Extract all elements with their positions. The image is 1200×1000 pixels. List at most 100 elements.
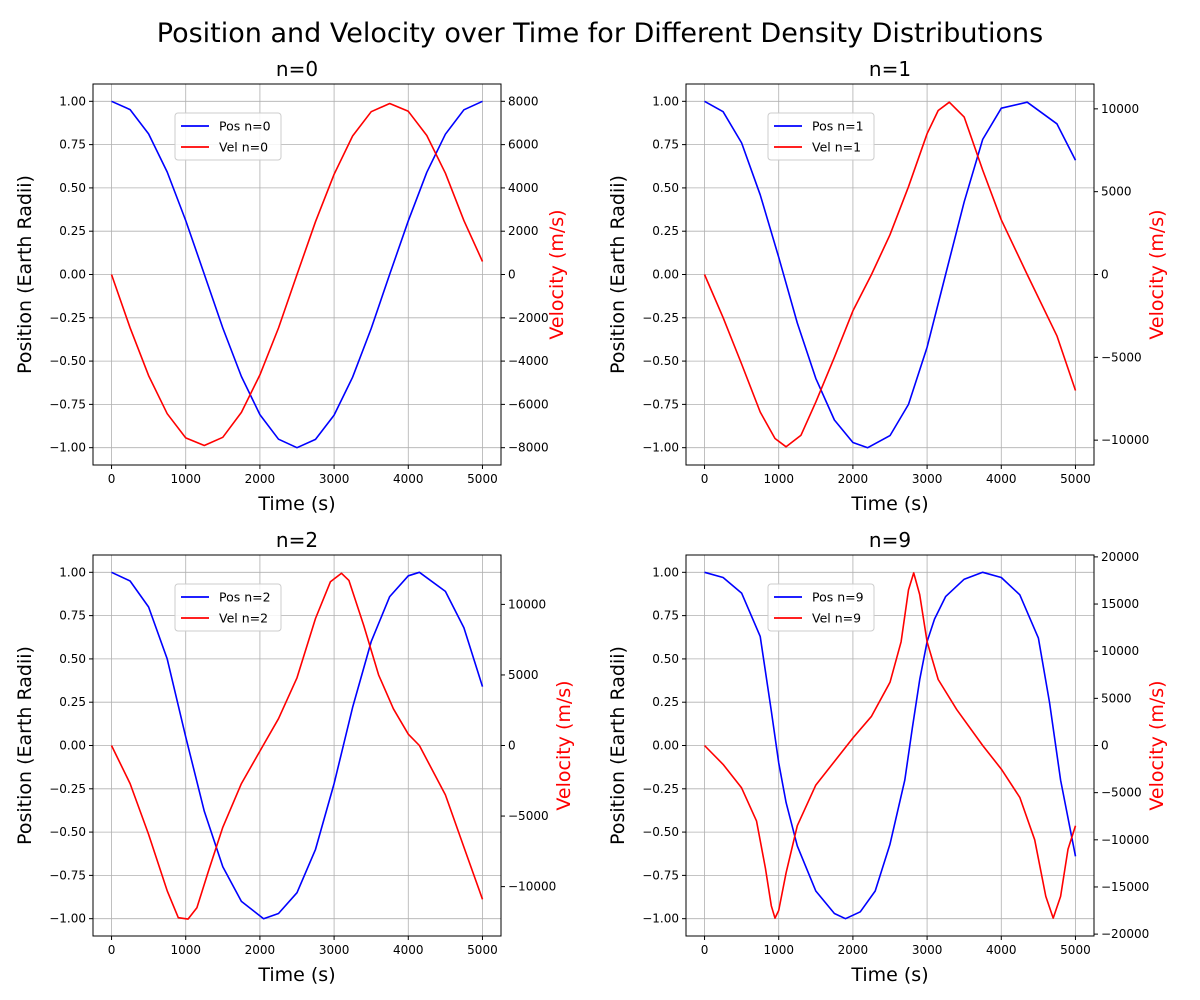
y-tick-label-left: −0.25 [642, 782, 679, 796]
legend-box [767, 583, 875, 632]
y-tick-label-left: −0.50 [642, 825, 679, 839]
y-tick-label-left: 1.00 [652, 565, 679, 579]
y-tick-label-left: −1.00 [49, 912, 86, 926]
y-tick-label-left: −0.75 [49, 397, 86, 411]
subplot-title: n=0 [276, 57, 318, 81]
y-tick-label-right: 5000 [1101, 691, 1132, 705]
y-tick-label-left: −0.75 [642, 397, 679, 411]
y-tick-label-right: 15000 [1101, 597, 1139, 611]
x-tick-label: 0 [701, 472, 709, 486]
x-tick-label: 4000 [393, 472, 424, 486]
x-tick-label: 2000 [838, 943, 869, 957]
y-tick-label-right: 0 [508, 268, 516, 282]
position-series-line [111, 100, 483, 449]
y-tick-label-right: −5000 [1101, 350, 1142, 364]
x-tick-label: 1000 [170, 943, 201, 957]
x-tick-label: 3000 [319, 472, 350, 486]
y-tick-label-left: 0.00 [59, 739, 86, 753]
x-tick-label: 1000 [170, 472, 201, 486]
x-tick-label: 0 [701, 943, 709, 957]
y-tick-label-right: −6000 [508, 397, 549, 411]
y-tick-label-left: 0.25 [652, 224, 679, 238]
x-tick-label: 4000 [393, 943, 424, 957]
y-tick-label-right: −5000 [508, 809, 549, 823]
x-tick-label: 0 [108, 943, 116, 957]
x-tick-label: 5000 [1060, 472, 1091, 486]
position-series-line [111, 571, 484, 920]
y-tick-label-left: −0.25 [49, 782, 86, 796]
y-tick-label-left: 1.00 [652, 94, 679, 108]
legend-label: Pos n=0 [219, 119, 271, 134]
position-series-line [704, 571, 1077, 920]
y-tick-label-left: −0.75 [642, 868, 679, 882]
legend-label: Pos n=9 [812, 590, 864, 605]
y-tick-label-right: 10000 [1101, 102, 1139, 116]
velocity-series-line [703, 572, 1077, 919]
y-tick-label-left: 0.25 [652, 695, 679, 709]
x-tick-label: 2000 [245, 472, 276, 486]
x-tick-label: 1000 [763, 943, 794, 957]
y-tick-label-left: 0.25 [59, 224, 86, 238]
y-tick-label-right: 5000 [508, 668, 539, 682]
y-tick-label-left: 0.75 [652, 138, 679, 152]
y-tick-label-right: 2000 [508, 224, 539, 238]
y-tick-label-left: 0.50 [652, 652, 679, 666]
y-tick-label-right: 0 [1101, 739, 1109, 753]
x-axis-label: Time (s) [257, 493, 335, 515]
subplot-n2: 0 1000 2000 3000 4000 5000 −1.00 −0.75 −0.50 −0.2… [14, 528, 575, 986]
y-tick-label-right: 0 [508, 739, 516, 753]
velocity-series-line [110, 572, 484, 920]
x-tick-label: 5000 [467, 943, 498, 957]
y-tick-label-left: 0.00 [652, 268, 679, 282]
y-axis-label-right: Velocity (m/s) [553, 680, 575, 810]
y-tick-label-left: −0.25 [642, 311, 679, 325]
y-axis-label-right: Velocity (m/s) [1146, 680, 1168, 810]
y-tick-label-left: 0.50 [59, 652, 86, 666]
y-tick-label-left: −1.00 [642, 912, 679, 926]
y-tick-label-left: 0.75 [59, 609, 86, 623]
y-tick-label-right: −15000 [1101, 880, 1149, 894]
y-axis-label-right: Velocity (m/s) [546, 209, 568, 339]
y-tick-label-right: −20000 [1101, 927, 1149, 941]
x-tick-label: 2000 [838, 472, 869, 486]
x-tick-label: 3000 [319, 943, 350, 957]
y-tick-label-right: 8000 [508, 94, 539, 108]
legend-box [174, 112, 282, 161]
y-tick-label-left: 0.25 [59, 695, 86, 709]
position-series-line [704, 100, 1077, 449]
y-tick-label-right: 10000 [508, 597, 546, 611]
x-axis-label: Time (s) [257, 964, 335, 986]
y-tick-label-left: 0.50 [59, 181, 86, 195]
y-tick-label-right: −8000 [508, 441, 549, 455]
x-axis-label: Time (s) [850, 493, 928, 515]
y-axis-label-left: Position (Earth Radii) [14, 175, 36, 374]
y-tick-label-right: −2000 [508, 311, 549, 325]
legend-label: Pos n=1 [812, 119, 864, 134]
subplot-n1: 0 1000 2000 3000 4000 5000 −1.00 −0.75 −0.50 −0.2… [607, 57, 1168, 515]
y-tick-label-right: 20000 [1101, 550, 1139, 564]
y-tick-label-right: 5000 [1101, 185, 1132, 199]
x-tick-label: 4000 [986, 943, 1017, 957]
y-tick-label-left: 0.75 [59, 138, 86, 152]
y-axis-label-left: Position (Earth Radii) [14, 646, 36, 845]
subplot-n0: 0 1000 2000 3000 4000 5000 −1.00 −0.75 −0.50 −0.2… [14, 57, 568, 515]
x-tick-label: 2000 [245, 943, 276, 957]
legend-label: Pos n=2 [219, 590, 271, 605]
legend-label: Vel n=2 [219, 611, 268, 626]
subplot-title: n=9 [869, 528, 911, 552]
legend-label: Vel n=1 [812, 140, 861, 155]
y-tick-label-left: 0.00 [59, 268, 86, 282]
y-axis-label-left: Position (Earth Radii) [607, 175, 629, 374]
x-tick-label: 1000 [763, 472, 794, 486]
x-tick-label: 3000 [912, 472, 943, 486]
y-tick-label-left: −0.25 [49, 311, 86, 325]
subplot-n9: 0 1000 2000 3000 4000 5000 −1.00 −0.75 −0.50 −0.2… [607, 528, 1168, 986]
y-tick-label-left: 0.00 [652, 739, 679, 753]
y-tick-label-right: −5000 [1101, 786, 1142, 800]
x-tick-label: 5000 [1060, 943, 1091, 957]
legend-label: Vel n=0 [219, 140, 268, 155]
y-axis-label-right: Velocity (m/s) [1146, 209, 1168, 339]
x-axis-label: Time (s) [850, 964, 928, 986]
y-tick-label-left: −0.75 [49, 868, 86, 882]
y-tick-label-right: −10000 [1101, 833, 1149, 847]
